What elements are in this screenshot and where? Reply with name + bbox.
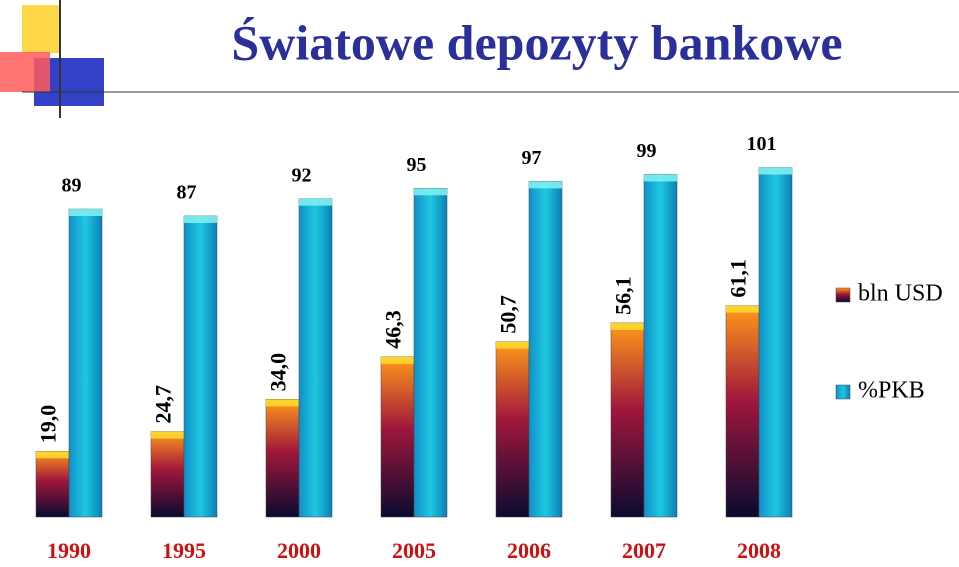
bar [150,431,185,518]
x-tick-label: 1995 [162,538,206,563]
bar [495,341,530,518]
legend-swatch [835,384,851,400]
bar-cap [69,209,102,217]
bar-cap [529,181,562,189]
bar-cap [644,174,677,182]
bar [643,174,678,518]
legend-label: bln USD [858,281,943,307]
value-label: 95 [407,154,427,176]
bar [265,399,300,518]
legend-label: %PKB [858,378,925,404]
value-label: 24,7 [151,385,176,424]
decoration [0,0,959,118]
bar-cap [299,198,332,206]
bar [35,451,70,518]
bar-cap [36,451,69,459]
x-tick-label: 1990 [47,538,91,563]
x-tick-label: 2006 [507,538,551,563]
bar [413,188,448,518]
bar-cap [759,167,792,175]
x-tick-label: 2007 [622,538,666,563]
bar-cap [726,305,759,313]
bar [68,208,103,518]
value-label: 87 [177,182,197,204]
value-label: 101 [747,133,777,155]
bar-cap [266,399,299,407]
bar [758,167,793,518]
value-label: 56,1 [611,276,636,315]
chart-title: Światowe depozyty bankowe [231,14,842,70]
bar-cap [611,322,644,330]
bar-cap [381,356,414,364]
bar [298,198,333,518]
bar-cap [496,341,529,349]
bar-cap [414,188,447,196]
value-label: 97 [522,147,542,169]
bar [380,356,415,518]
value-label: 92 [292,164,312,186]
value-label: 61,1 [726,259,751,298]
bar [725,305,760,518]
value-label: 34,0 [266,353,291,392]
bar [610,322,645,518]
value-label: 50,7 [496,295,521,334]
x-tick-label: 2008 [737,538,781,563]
bar-cap [151,431,184,439]
bar [528,181,563,518]
value-label: 19,0 [36,405,61,444]
value-label: 46,3 [381,310,406,349]
value-label: 99 [637,140,657,162]
bar-cap [184,215,217,223]
x-tick-label: 2005 [392,538,436,563]
legend-swatch [835,287,851,303]
x-tick-label: 2000 [277,538,321,563]
value-label: 89 [62,175,82,197]
bar [183,215,218,518]
